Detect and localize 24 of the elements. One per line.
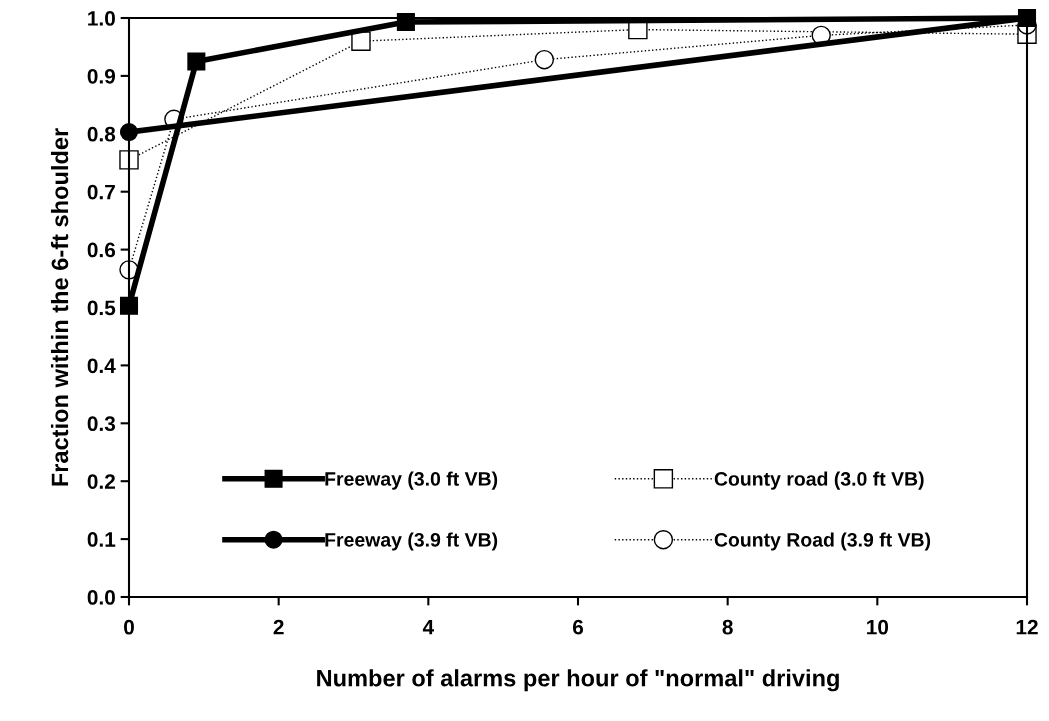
x-tick-label: 12 bbox=[1016, 619, 1038, 635]
x-tick-label: 6 bbox=[572, 619, 584, 635]
y-axis-title: Fraction within the 6-ft shoulder bbox=[50, 128, 69, 486]
x-tick-label: 0 bbox=[124, 619, 134, 635]
legend-label: Freeway (3.0 ft VB) bbox=[325, 471, 498, 490]
y-tick-label: 0.2 bbox=[87, 474, 115, 489]
x-tick-label: 2 bbox=[273, 619, 284, 635]
y-tick-label: 0.0 bbox=[87, 590, 115, 605]
y-tick-label: 0.8 bbox=[87, 126, 116, 142]
y-tick-label: 0.1 bbox=[87, 532, 116, 547]
y-tick-label: 0.3 bbox=[87, 416, 116, 432]
legend-label: County Road (3.9 ft VB) bbox=[714, 532, 931, 551]
y-tick-label: 0.6 bbox=[87, 242, 116, 258]
y-tick-label: 0.4 bbox=[87, 358, 116, 374]
x-axis-title: Number of alarms per hour of "normal" driving bbox=[317, 669, 839, 692]
y-tick-label: 0.5 bbox=[87, 300, 116, 316]
x-tick-label: 8 bbox=[722, 619, 733, 635]
legend-label: Freeway (3.9 ft VB) bbox=[325, 532, 498, 551]
y-tick-label: 1.0 bbox=[88, 11, 115, 26]
y-tick-label: 0.9 bbox=[87, 68, 116, 84]
legend-label: County road (3.0 ft VB) bbox=[714, 471, 924, 490]
x-tick-label: 4 bbox=[422, 619, 435, 635]
y-tick-label: 0.7 bbox=[87, 184, 115, 200]
x-tick-label: 10 bbox=[867, 619, 889, 635]
